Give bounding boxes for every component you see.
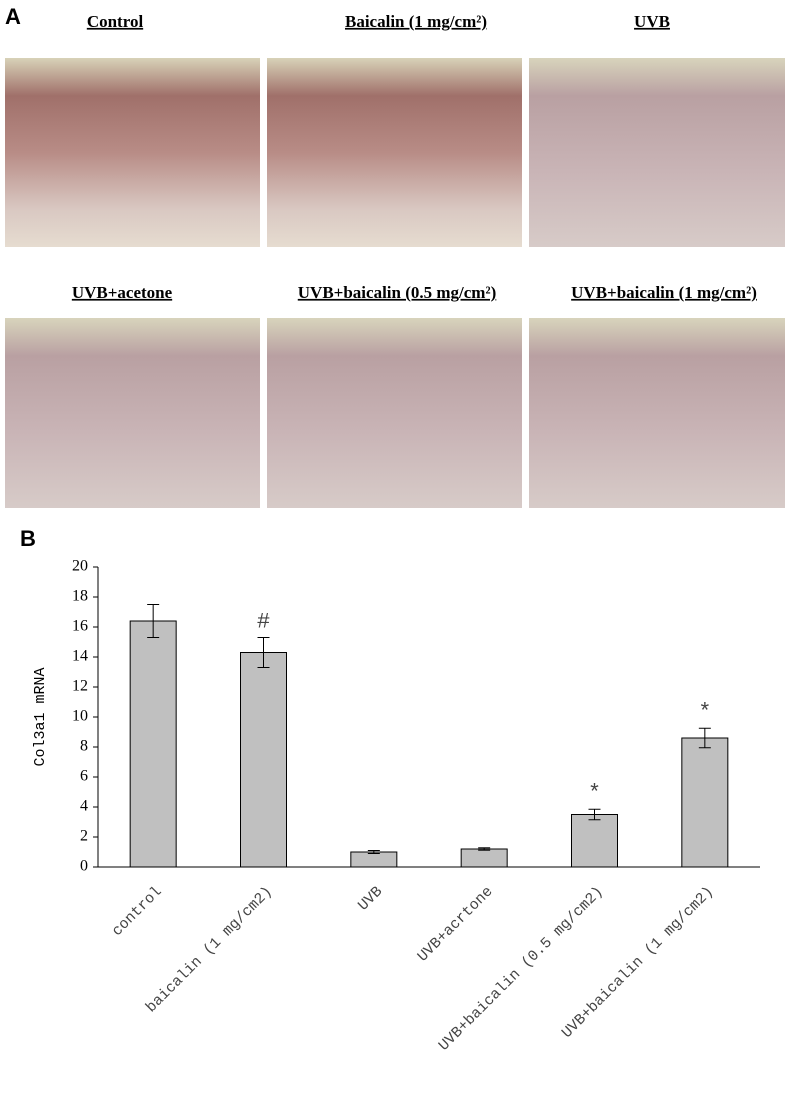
bar [129, 620, 177, 868]
image-title: Baicalin (1 mg/cm²) [345, 12, 487, 31]
bar [681, 737, 729, 868]
image-title: Control [87, 12, 144, 31]
histology-image [529, 318, 785, 508]
significance-marker: # [257, 609, 270, 634]
x-tick-label: control [109, 883, 166, 940]
y-tick-label: 6 [80, 768, 88, 785]
x-tick-label: UVB+acrtone [414, 883, 496, 965]
x-tick-label: baicalin (1 mg/cm2) [143, 883, 276, 1016]
significance-marker: * [698, 700, 711, 725]
histology-image [5, 58, 260, 247]
y-tick-label: 20 [72, 558, 88, 575]
y-tick-label: 16 [72, 618, 88, 635]
panel-label: A [5, 4, 21, 29]
histology-image [5, 318, 260, 508]
bar [240, 652, 287, 868]
bar [460, 848, 508, 868]
y-tick-label: 0 [80, 858, 88, 875]
y-tick-label: 14 [72, 648, 88, 665]
image-title: UVB+acetone [72, 283, 173, 302]
y-axis-label: Col3a1 mRNA [32, 667, 49, 766]
significance-marker: * [588, 781, 601, 806]
image-title: UVB+baicalin (1 mg/cm²) [571, 283, 757, 302]
panel-label: B [20, 526, 36, 551]
image-title: UVB [634, 12, 670, 31]
y-tick-label: 10 [72, 708, 88, 725]
image-title: UVB+baicalin (0.5 mg/cm²) [298, 283, 496, 302]
histology-image [267, 58, 522, 247]
y-tick-label: 18 [72, 588, 88, 605]
y-tick-label: 8 [80, 738, 88, 755]
bar [571, 814, 618, 868]
image-panels [5, 58, 785, 508]
y-tick-label: 4 [80, 798, 88, 815]
histology-image [267, 318, 522, 508]
y-tick-label: 2 [80, 828, 88, 845]
histology-image [529, 58, 785, 247]
y-tick-label: 12 [72, 678, 88, 695]
bar [350, 851, 398, 868]
x-tick-label: UVB [355, 883, 386, 914]
